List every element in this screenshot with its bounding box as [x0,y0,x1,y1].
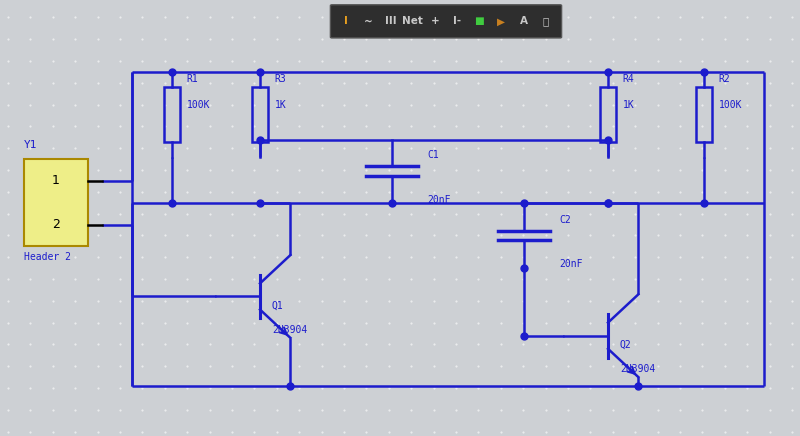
Bar [696,87,712,142]
Text: R3: R3 [274,74,286,84]
Text: Y1: Y1 [24,140,38,150]
FancyBboxPatch shape [330,5,562,38]
Bar [164,87,180,142]
Bar [252,87,268,142]
Text: R4: R4 [622,74,634,84]
Text: 2N3904: 2N3904 [620,364,655,374]
Text: I-: I- [453,17,461,26]
Text: A: A [519,17,527,26]
Text: Q2: Q2 [620,340,632,350]
Bar [600,87,616,142]
Text: III: III [385,17,397,26]
Text: 20nF: 20nF [427,195,451,205]
Text: Net: Net [402,17,423,26]
Text: I: I [345,17,348,26]
Text: ~: ~ [364,17,373,26]
Bar [24,159,88,246]
Text: R1: R1 [186,74,198,84]
Text: C1: C1 [427,150,439,160]
Text: 1: 1 [52,174,60,187]
Text: ■: ■ [474,17,484,26]
Text: 100K: 100K [718,100,742,110]
Text: R2: R2 [718,74,730,84]
Text: +: + [430,17,439,26]
Text: 2: 2 [52,218,60,231]
Text: 1K: 1K [622,100,634,110]
Text: C2: C2 [560,215,571,225]
Text: 20nF: 20nF [560,259,583,269]
Text: ⌒: ⌒ [542,17,549,26]
Text: 2N3904: 2N3904 [272,325,307,335]
Text: 100K: 100K [186,100,210,110]
Text: Q1: Q1 [272,301,284,311]
Text: ▶: ▶ [498,17,506,26]
Text: 1K: 1K [274,100,286,110]
Text: Header 2: Header 2 [24,252,71,262]
